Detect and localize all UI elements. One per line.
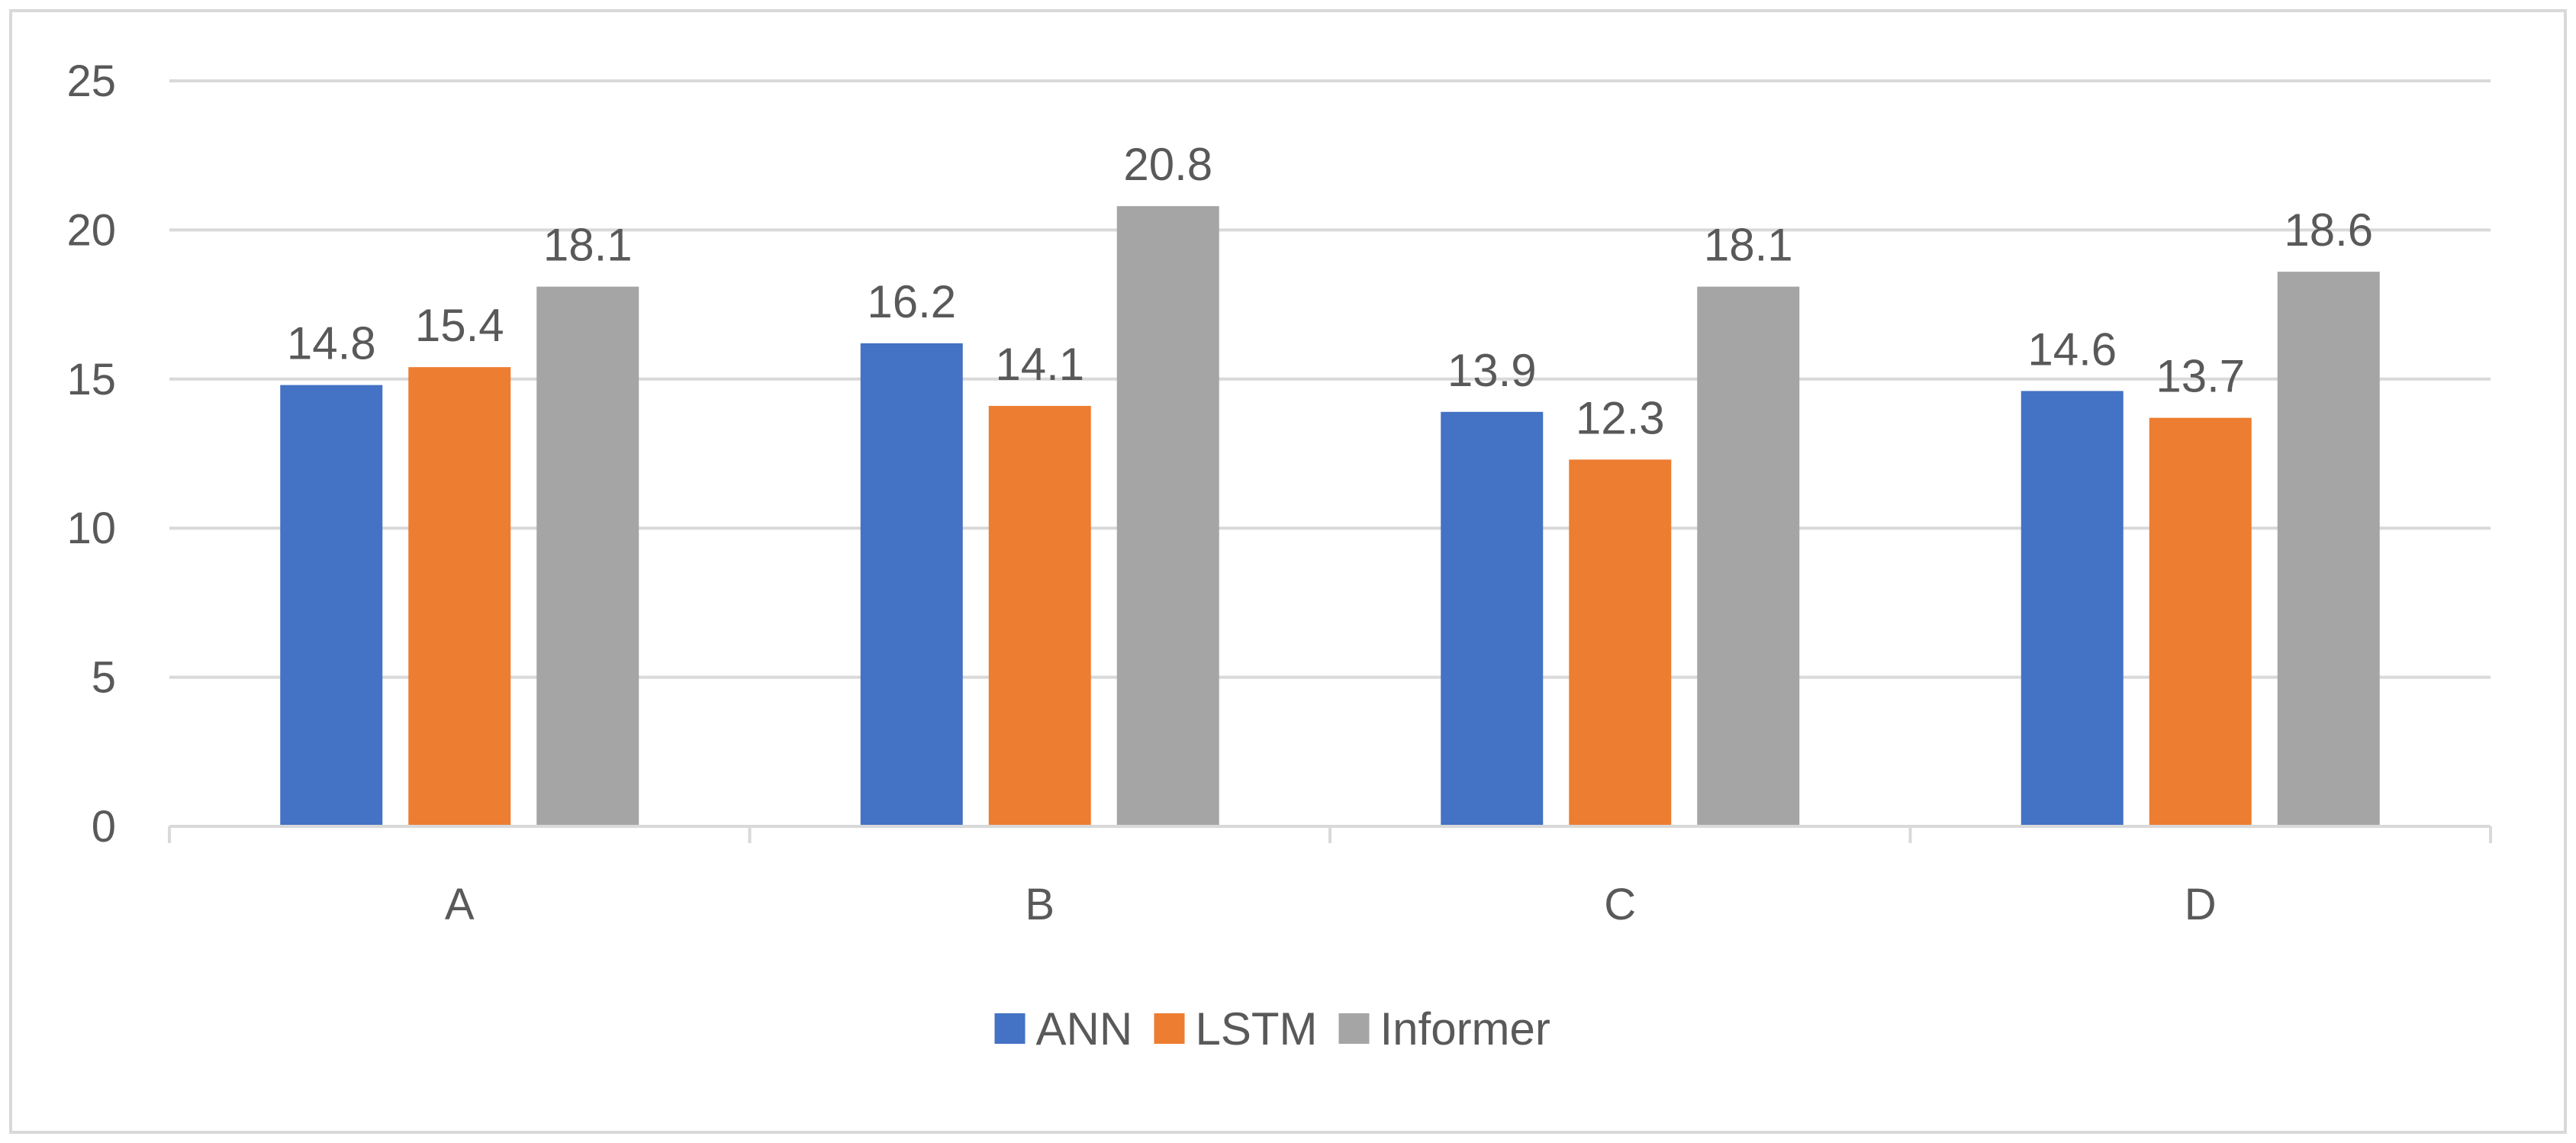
y-tick-label: 0 <box>92 802 116 852</box>
bar-lstm-c <box>1569 459 1672 826</box>
bar-ann-c <box>1441 411 1544 826</box>
x-tick-label: D <box>2185 880 2217 929</box>
legend: ANN LSTM Informer <box>994 1003 1550 1054</box>
x-tick-label: B <box>1025 880 1055 929</box>
data-label: 20.8 <box>1123 139 1212 190</box>
bar-informer-c <box>1697 286 1800 827</box>
y-tick-label: 10 <box>66 504 116 553</box>
bar-informer-d <box>2277 272 2380 826</box>
legend-label-lstm: LSTM <box>1196 1003 1318 1054</box>
bar-informer-a <box>536 286 639 827</box>
data-label: 15.4 <box>415 300 504 351</box>
y-tick-label: 25 <box>66 56 116 106</box>
legend-label-ann: ANN <box>1036 1003 1133 1054</box>
data-label: 12.3 <box>1576 392 1665 443</box>
legend-label-informer: Informer <box>1380 1003 1550 1054</box>
data-label: 13.7 <box>2156 351 2245 402</box>
y-axis: 0 5 10 15 20 25 <box>66 56 116 852</box>
data-label: 14.6 <box>2027 324 2117 375</box>
legend-swatch-ann <box>994 1013 1026 1044</box>
data-labels: 14.8 15.4 18.1 16.2 14.1 20.8 13.9 12.3 18.1 14.6… <box>287 139 2373 443</box>
bar-lstm-b <box>988 405 1091 826</box>
bar-lstm-a <box>408 367 511 827</box>
data-label: 18.1 <box>1704 220 1793 271</box>
bar-ann-d <box>2021 391 2124 826</box>
data-label: 13.9 <box>1447 345 1537 396</box>
x-tick-label: C <box>1604 880 1636 929</box>
bar-lstm-d <box>2149 417 2252 826</box>
bar-ann-b <box>860 343 963 826</box>
data-label: 18.6 <box>2284 204 2373 256</box>
data-label: 14.8 <box>287 318 376 369</box>
x-tick-label: A <box>445 880 475 929</box>
legend-swatch-lstm <box>1154 1013 1185 1044</box>
bar-ann-a <box>280 385 383 827</box>
y-tick-label: 15 <box>66 355 116 404</box>
y-tick-label: 5 <box>92 653 116 703</box>
x-axis: A B C D <box>168 825 2492 929</box>
data-label: 14.1 <box>995 339 1084 390</box>
data-label: 16.2 <box>867 276 956 327</box>
y-tick-label: 20 <box>66 205 116 255</box>
bars <box>280 206 2380 827</box>
bar-informer-b <box>1116 206 1219 826</box>
data-label: 18.1 <box>543 220 633 271</box>
legend-swatch-informer <box>1338 1013 1370 1044</box>
